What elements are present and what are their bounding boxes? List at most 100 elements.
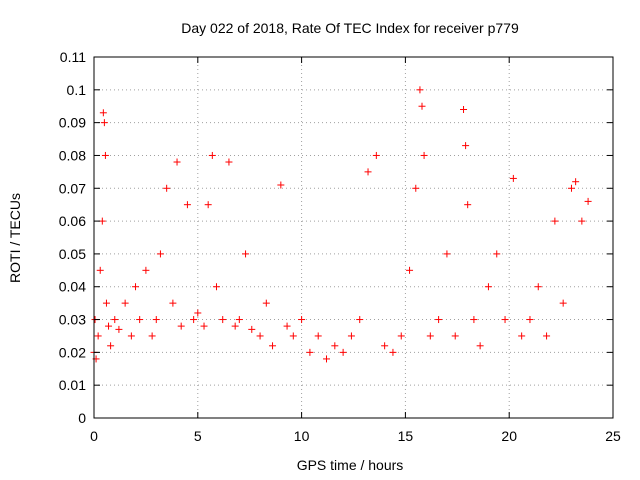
data-point: [289, 332, 297, 340]
data-point: [435, 316, 443, 324]
data-point: [183, 201, 191, 209]
data-point: [372, 151, 380, 159]
data-point: [389, 348, 397, 356]
y-tick-label: 0.04: [59, 279, 86, 295]
data-point: [559, 299, 567, 307]
y-tick-label: 0: [78, 410, 86, 426]
data-point: [163, 184, 171, 192]
data-point: [426, 332, 434, 340]
y-tick-label: 0.01: [59, 377, 86, 393]
data-point: [314, 332, 322, 340]
data-point: [127, 332, 135, 340]
data-point: [493, 250, 501, 258]
data-point: [578, 217, 586, 225]
data-point: [283, 322, 291, 330]
y-tick-label: 0.05: [59, 246, 86, 262]
y-tick-label: 0.02: [59, 344, 86, 360]
data-point: [101, 151, 109, 159]
y-tick-label: 0.09: [59, 115, 86, 131]
data-point: [526, 316, 534, 324]
data-point: [102, 299, 110, 307]
data-point: [464, 201, 472, 209]
y-tick-label: 0.08: [59, 147, 86, 163]
data-point: [231, 322, 239, 330]
data-point: [470, 316, 478, 324]
data-point: [364, 168, 372, 176]
data-point: [551, 217, 559, 225]
data-point: [111, 316, 119, 324]
x-tick-label: 20: [501, 428, 517, 444]
x-tick-label: 25: [605, 428, 621, 444]
data-point: [148, 332, 156, 340]
data-point: [567, 184, 575, 192]
data-point: [212, 283, 220, 291]
data-point: [418, 102, 426, 110]
data-point: [152, 316, 160, 324]
data-point: [107, 342, 115, 350]
data-point: [121, 299, 129, 307]
data-point: [543, 332, 551, 340]
x-axis-label: GPS time / hours: [297, 457, 404, 473]
data-point: [501, 316, 509, 324]
data-point: [169, 299, 177, 307]
data-point: [190, 316, 198, 324]
data-point: [242, 250, 250, 258]
data-point: [462, 142, 470, 150]
data-point: [397, 332, 405, 340]
data-point: [306, 348, 314, 356]
data-point: [96, 266, 104, 274]
data-point: [460, 106, 468, 114]
data-point: [347, 332, 355, 340]
data-point: [509, 174, 517, 182]
data-point: [277, 181, 285, 189]
y-tick-label: 0.07: [59, 180, 86, 196]
data-point: [484, 283, 492, 291]
data-point: [99, 109, 107, 117]
axis-ticks: 0 0.01 0.02 0.03 0.04 0.05 0.06 0.07 0.08 0.09 0.1…: [59, 49, 621, 444]
data-point: [256, 332, 264, 340]
data-point: [476, 342, 484, 350]
data-point: [142, 266, 150, 274]
data-point: [248, 325, 256, 333]
data-point: [331, 342, 339, 350]
data-point: [105, 322, 113, 330]
data-point: [534, 283, 542, 291]
y-axis-label: ROTI / TECUs: [7, 193, 23, 283]
data-point: [100, 119, 108, 127]
x-tick-label: 5: [194, 428, 202, 444]
data-point: [115, 325, 123, 333]
data-point: [451, 332, 459, 340]
data-point: [177, 322, 185, 330]
chart-title: Day 022 of 2018, Rate Of TEC Index for r…: [181, 20, 519, 36]
data-point: [339, 348, 347, 356]
data-point: [381, 342, 389, 350]
y-tick-label: 0.03: [59, 312, 86, 328]
data-point: [132, 283, 140, 291]
data-point: [94, 332, 102, 340]
x-tick-label: 10: [294, 428, 310, 444]
data-point: [225, 158, 233, 166]
data-point: [235, 316, 243, 324]
x-tick-label: 0: [90, 428, 98, 444]
plot-frame: [93, 56, 614, 419]
data-point: [208, 151, 216, 159]
data-point: [219, 316, 227, 324]
data-point: [416, 86, 424, 94]
data-point: [356, 316, 364, 324]
data-point: [572, 178, 580, 186]
data-point: [269, 342, 277, 350]
y-tick-label: 0.11: [60, 49, 86, 65]
data-point: [412, 184, 420, 192]
data-point: [136, 316, 144, 324]
data-point: [298, 316, 306, 324]
data-point: [262, 299, 270, 307]
data-points: [90, 86, 592, 363]
data-point: [200, 322, 208, 330]
data-point: [173, 158, 181, 166]
data-point: [156, 250, 164, 258]
data-point: [584, 197, 592, 205]
data-point: [443, 250, 451, 258]
y-tick-label: 0.1: [67, 82, 87, 98]
